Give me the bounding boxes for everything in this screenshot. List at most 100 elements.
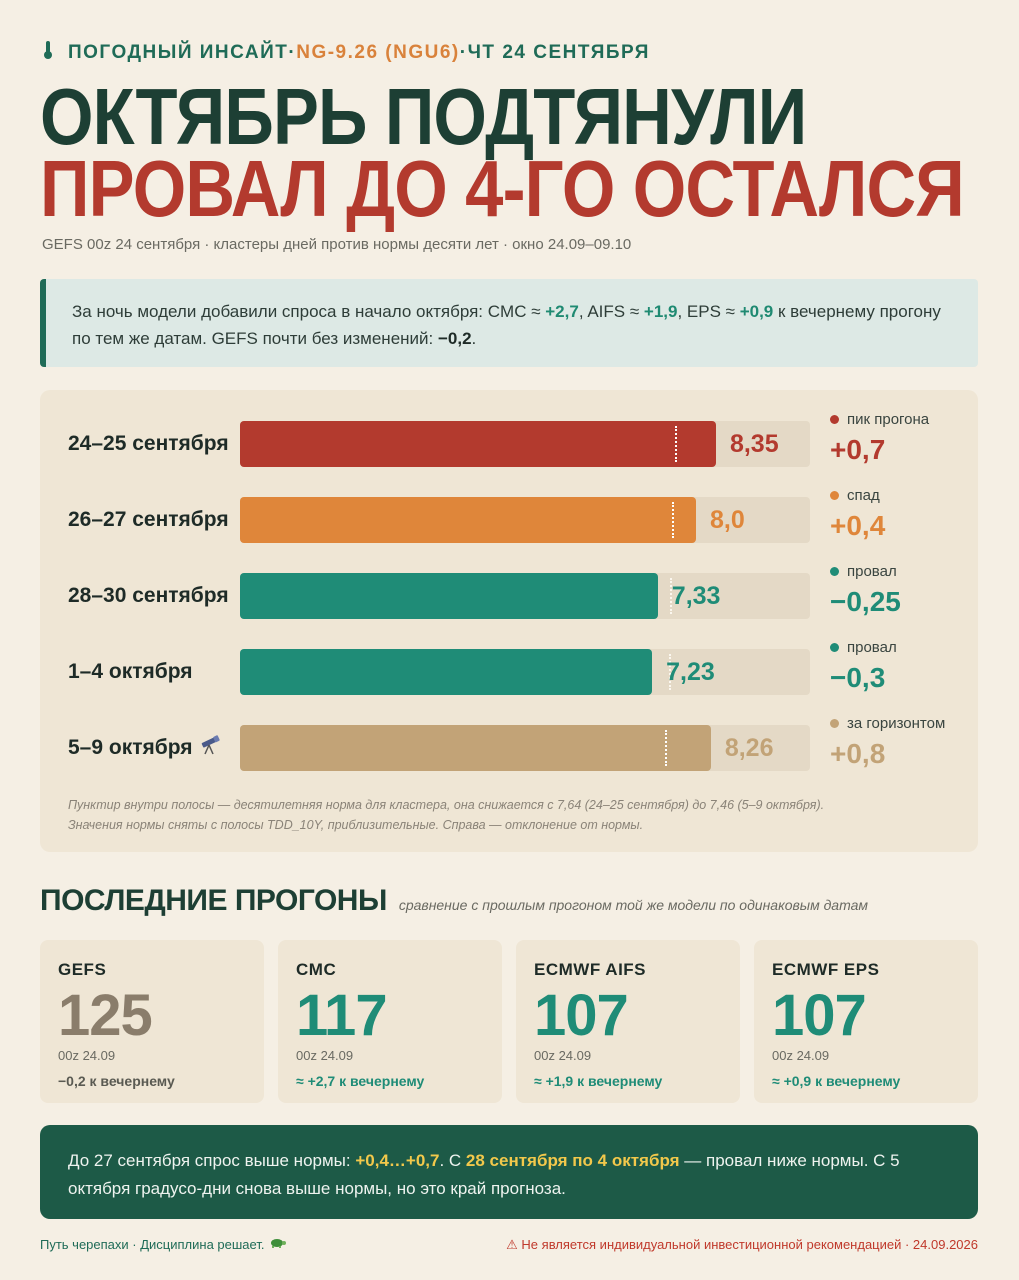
bar — [240, 725, 711, 771]
run-card-model: CMC — [296, 960, 337, 979]
callout-text: За ночь модели добавили спроса в начало … — [72, 302, 546, 321]
run-card-value: 107 — [772, 983, 867, 1048]
bar-tag: провал — [830, 639, 897, 656]
bar-category-label: 5–9 октября — [68, 725, 258, 771]
run-card-date: 00z 24.09 — [296, 1048, 354, 1063]
runs-section-header: ПОСЛЕДНИЕ ПРОГОНЫ сравнение с прошлым пр… — [40, 884, 868, 924]
bar — [240, 573, 658, 619]
run-card-model: ECMWF AIFS — [534, 960, 647, 979]
cluster-bar-chart: Пунктир внутри полосы — десятилетняя нор… — [40, 390, 978, 852]
norm-marker — [672, 502, 675, 538]
deviation-label: −0,3 — [830, 662, 886, 693]
bar-category-label: 1–4 октября — [68, 649, 258, 695]
bar — [240, 649, 653, 695]
bar-category-text: 1–4 октября — [68, 660, 193, 683]
norm-marker — [665, 730, 668, 766]
bar-track: 8,0 — [240, 497, 810, 543]
bar — [240, 497, 696, 543]
headline-line2: ПРОВАЛ ДО 4-ГО ОСТАЛСЯ — [40, 144, 965, 233]
bar-category-text: 5–9 октября — [68, 736, 193, 759]
bar-category-text: 24–25 сентября — [68, 432, 229, 455]
telescope-icon — [199, 735, 221, 761]
summary-highlight: 28 сентября по 4 октября — [465, 1151, 680, 1170]
deviation-label: +0,7 — [830, 434, 886, 465]
chart-footnote-line: Значения нормы сняты с полосы TDD_10Y, п… — [68, 818, 644, 832]
bar-tag-text: спад — [847, 487, 880, 504]
turtle-icon — [270, 1237, 287, 1252]
footer-brand-text: Путь черепахи · Дисциплина решает. — [40, 1237, 265, 1252]
norm-marker — [670, 578, 673, 614]
bar-tag-dot — [830, 567, 839, 576]
bar-tag-text: провал — [847, 563, 897, 580]
bar-value-label: 8,35 — [729, 429, 779, 458]
bar-track: 8,26 — [240, 725, 810, 771]
run-card-value: 125 — [58, 983, 153, 1048]
subtitle: GEFS 00z 24 сентября · кластеры дней про… — [42, 236, 632, 253]
run-card: CMC 117 00z 24.09 ≈ +2,7 к вечернему — [278, 940, 502, 1103]
bar-tag-text: провал — [847, 639, 897, 656]
deviation-label: +0,4 — [830, 510, 886, 541]
bar-tag-text: за горизонтом — [847, 715, 946, 732]
runs-section-title: ПОСЛЕДНИЕ ПРОГОНЫ — [40, 884, 387, 917]
run-card: ECMWF AIFS 107 00z 24.09 ≈ +1,9 к вечернему — [516, 940, 740, 1103]
footer-brand: Путь черепахи · Дисциплина решает. — [40, 1237, 287, 1252]
callout-eps-value: +0,9 — [739, 302, 774, 321]
bar-value-label: 7,23 — [666, 657, 715, 686]
callout-text: , EPS ≈ — [677, 302, 740, 321]
kicker-separator: · — [288, 42, 297, 63]
norm-marker — [669, 654, 672, 690]
summary-text: — провал ниже нормы. С 5 октября градусо… — [68, 1151, 900, 1198]
callout-gefs-value: −0,2 — [437, 329, 472, 348]
bar-tag-dot — [830, 643, 839, 652]
bar-value-label: 8,26 — [724, 733, 774, 762]
bar-tag: пик прогона — [830, 411, 929, 428]
bar-tag: спад — [830, 487, 880, 504]
bar-category-label: 24–25 сентября — [68, 421, 258, 467]
run-card-delta: ≈ +0,9 к вечернему — [772, 1073, 901, 1089]
summary-box: До 27 сентября спрос выше нормы: +0,4…+0… — [40, 1125, 978, 1219]
norm-marker — [675, 426, 678, 462]
deviation-label: +0,8 — [830, 738, 886, 769]
bar-tag-dot — [830, 719, 839, 728]
headline-line1: ОКТЯБРЬ ПОДТЯНУЛИ — [40, 72, 807, 161]
deviation-label: −0,25 — [830, 586, 901, 617]
summary-text: . С — [439, 1151, 466, 1170]
bar-track: 7,23 — [240, 649, 810, 695]
bar-tag-dot — [830, 491, 839, 500]
bar-track: 8,35 — [240, 421, 810, 467]
run-card-delta: ≈ +2,7 к вечернему — [296, 1073, 425, 1089]
summary-text: До 27 сентября спрос выше нормы: — [68, 1151, 356, 1170]
thermometer-icon — [42, 40, 60, 66]
bar-category-label: 26–27 сентября — [68, 497, 258, 543]
callout-text: , AIFS ≈ — [578, 302, 644, 321]
run-card-model: ECMWF EPS — [772, 960, 880, 979]
run-card-delta: −0,2 к вечернему — [58, 1073, 175, 1089]
bar-value-label: 7,33 — [671, 581, 721, 610]
kicker-separator: · — [459, 42, 468, 63]
bar-tag-text: пик прогона — [847, 411, 930, 428]
callout-cmc-value: +2,7 — [545, 302, 579, 321]
run-card-delta: ≈ +1,9 к вечернему — [534, 1073, 663, 1089]
bar-tag-dot — [830, 415, 839, 424]
bar — [240, 421, 716, 467]
run-card-model: GEFS — [58, 960, 107, 979]
bar-tag: провал — [830, 563, 897, 580]
kicker-contract: NG-9.26 (NGU6) — [296, 42, 460, 63]
run-card-value: 117 — [296, 983, 388, 1048]
run-card-date: 00z 24.09 — [534, 1048, 592, 1063]
bar-category-label: 28–30 сентября — [68, 573, 258, 619]
runs-section-subtitle: сравнение с прошлым прогоном той же моде… — [398, 897, 868, 913]
run-card: GEFS 125 00z 24.09 −0,2 к вечернему — [40, 940, 264, 1103]
chart-footnote: Пунктир внутри полосы — десятилетняя нор… — [68, 795, 948, 835]
chart-footnote-line: Пунктир внутри полосы — десятилетняя нор… — [68, 798, 825, 812]
callout-text: к вечернему прогону по тем же датам. GEF… — [72, 302, 941, 348]
run-card-date: 00z 24.09 — [58, 1048, 116, 1063]
bar-category-text: 26–27 сентября — [68, 508, 229, 531]
summary-highlight: +0,4…+0,7 — [355, 1151, 440, 1170]
bar-track: 7,33 — [240, 573, 810, 619]
bar-tag: за горизонтом — [830, 715, 945, 732]
callout-text: . — [471, 329, 477, 348]
callout-aifs-value: +1,9 — [643, 302, 678, 321]
run-card-date: 00z 24.09 — [772, 1048, 830, 1063]
kicker-brand: ПОГОДНЫЙ ИНСАЙТ — [68, 42, 289, 63]
